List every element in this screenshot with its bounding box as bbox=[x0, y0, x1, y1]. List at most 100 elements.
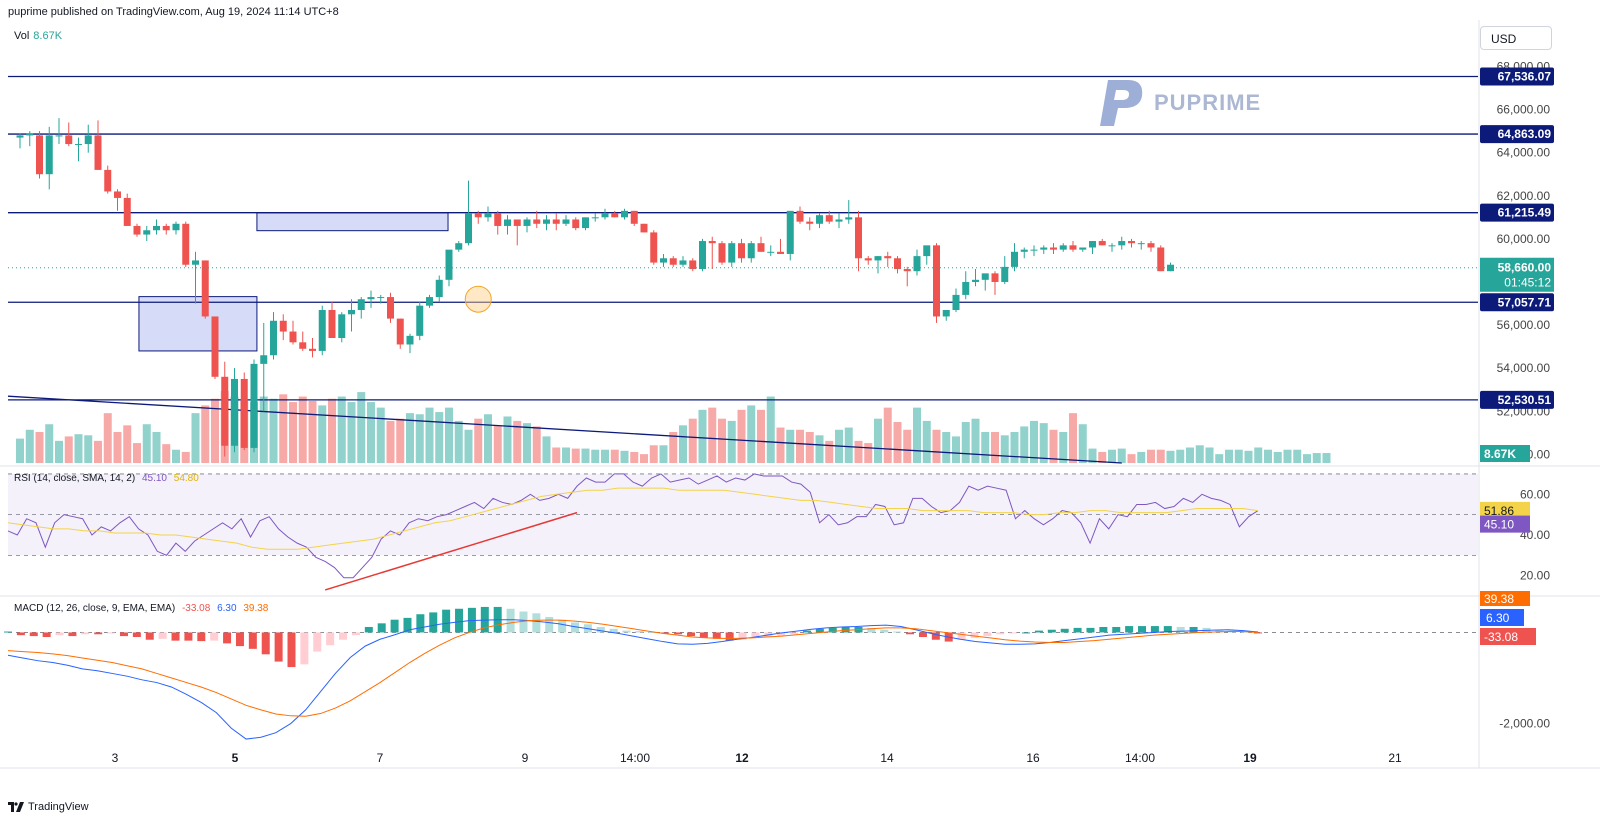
volume-bar bbox=[1254, 447, 1263, 463]
candle-body bbox=[114, 191, 121, 198]
last-price-label: 58,660.00 bbox=[1498, 261, 1552, 275]
volume-bar bbox=[152, 431, 161, 463]
candle-body bbox=[104, 169, 112, 192]
candle-body bbox=[192, 260, 199, 265]
macd-histogram-bar bbox=[558, 619, 567, 633]
macd-histogram-bar bbox=[184, 632, 193, 641]
volume-bar bbox=[1234, 449, 1243, 463]
candle-body bbox=[543, 219, 550, 224]
candle-body bbox=[494, 213, 502, 226]
volume-bar bbox=[649, 445, 658, 463]
volume-bar bbox=[484, 414, 492, 463]
candle-body bbox=[445, 249, 453, 280]
volume-bar bbox=[718, 418, 726, 463]
volume-bar bbox=[74, 434, 83, 463]
candle-body bbox=[270, 320, 277, 356]
volume-bar bbox=[162, 444, 171, 463]
macd-hist-tag bbox=[1480, 628, 1536, 645]
volume-tag-label: 8.67K bbox=[1484, 447, 1516, 461]
rsi-tag bbox=[1480, 515, 1530, 533]
candle-body bbox=[611, 213, 619, 218]
volume-bar bbox=[1186, 447, 1194, 463]
price-tick-label: 56,000.00 bbox=[1497, 318, 1551, 332]
macd-histogram-bar bbox=[107, 632, 116, 634]
candle-body bbox=[279, 320, 287, 332]
macd-histogram-bar bbox=[545, 616, 554, 633]
volume-bar bbox=[35, 431, 44, 463]
time-tick-label: 14 bbox=[880, 751, 894, 765]
candle-body bbox=[708, 241, 716, 244]
rsi-sma-line bbox=[7, 487, 1259, 550]
candle-body bbox=[1020, 249, 1028, 252]
candle-body bbox=[845, 217, 853, 220]
volume-bar bbox=[415, 414, 424, 463]
macd-histogram-bar bbox=[235, 632, 244, 647]
volume-bar bbox=[503, 416, 512, 463]
macd-histogram-bar bbox=[119, 632, 128, 637]
volume-bar bbox=[1293, 449, 1302, 463]
macd-histogram-bar bbox=[287, 632, 296, 668]
candle-body bbox=[1118, 241, 1126, 246]
macd-histogram-bar bbox=[1099, 626, 1108, 633]
candle-body bbox=[991, 273, 999, 282]
candle-body bbox=[36, 135, 43, 175]
volume-bar bbox=[796, 429, 804, 463]
volume-bar bbox=[1322, 453, 1331, 463]
candle-body bbox=[348, 309, 355, 315]
volume-bar bbox=[1078, 424, 1087, 463]
macd-histogram-bar bbox=[1047, 629, 1056, 633]
level-price-label: 61,215.49 bbox=[1498, 206, 1552, 220]
candle-body bbox=[689, 260, 697, 270]
volume-bar bbox=[172, 449, 180, 463]
macd-histogram-bar bbox=[300, 632, 309, 665]
volume-bar bbox=[142, 424, 151, 463]
candle-body bbox=[601, 213, 609, 218]
macd-histogram-bar bbox=[1215, 629, 1224, 633]
currency-button[interactable]: USD bbox=[1480, 26, 1552, 50]
candle-body bbox=[1059, 245, 1067, 250]
volume-bar bbox=[698, 409, 707, 463]
volume-bar bbox=[562, 447, 570, 463]
macd-histogram-bar bbox=[1163, 626, 1172, 633]
volume-bar bbox=[688, 418, 697, 463]
volume-bar bbox=[513, 420, 522, 463]
volume-bar bbox=[1069, 413, 1077, 463]
macd-signal-tag-label: 39.38 bbox=[1484, 592, 1514, 606]
macd-histogram-bar bbox=[867, 627, 876, 633]
macd-histogram-bar bbox=[751, 632, 760, 638]
level-price-label: 64,863.09 bbox=[1498, 127, 1552, 141]
volume-bar bbox=[191, 413, 200, 463]
volume-bar bbox=[1273, 451, 1282, 463]
candle-body bbox=[1147, 243, 1155, 248]
volume-bar bbox=[581, 448, 590, 463]
candle-body bbox=[84, 135, 92, 145]
footer-brand[interactable]: TradingView bbox=[28, 801, 89, 813]
candle-body bbox=[816, 215, 823, 224]
volume-bar bbox=[279, 394, 288, 463]
volume-bar bbox=[1264, 449, 1272, 463]
volume-bar bbox=[1205, 447, 1214, 463]
macd-histogram-bar bbox=[197, 632, 206, 642]
volume-value: 8.67K bbox=[33, 30, 63, 42]
volume-bar bbox=[16, 438, 24, 463]
volume-bar bbox=[1283, 449, 1292, 463]
volume-bar bbox=[805, 431, 814, 463]
macd-tag bbox=[1480, 609, 1524, 626]
candle-body bbox=[942, 309, 950, 317]
macd-histogram-bar bbox=[957, 632, 966, 640]
volume-bar bbox=[844, 427, 853, 463]
candle-body bbox=[455, 243, 463, 250]
volume-bar bbox=[854, 440, 863, 463]
candle-body bbox=[250, 363, 258, 448]
rsi-tick-label: 20.00 bbox=[1520, 569, 1550, 583]
time-tick-label: 16 bbox=[1026, 751, 1040, 765]
candle-body bbox=[864, 258, 872, 261]
rsi-line bbox=[7, 473, 1259, 579]
volume-bar bbox=[679, 425, 687, 463]
macd-histogram-bar bbox=[390, 619, 399, 633]
macd-legend: MACD (12, 26, close, 9, EMA, EMA) -33.08… bbox=[14, 603, 268, 614]
macd-histogram-bar bbox=[738, 632, 747, 640]
candle-body bbox=[513, 219, 521, 226]
candle-body bbox=[747, 243, 755, 259]
